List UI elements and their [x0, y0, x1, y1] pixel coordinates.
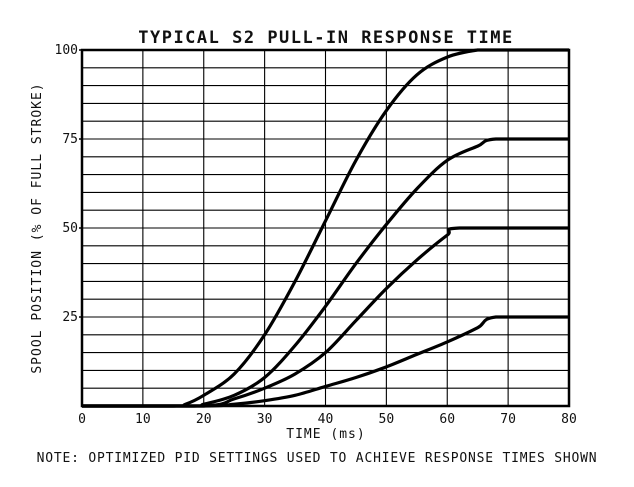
tick-label-layer: 0 10 20 30 40 50 60 70 80 25 50 75 100	[55, 43, 577, 427]
y-axis-label: SPOOL POSITION (% OF FULL STROKE)	[30, 82, 45, 373]
y-tick-label: 25	[62, 310, 78, 325]
response-curve-2	[82, 137, 569, 408]
x-tick-label: 40	[318, 412, 334, 427]
x-tick-label: 10	[135, 412, 151, 427]
y-tick-label: 75	[62, 132, 78, 147]
x-tick-label: 20	[196, 412, 212, 427]
x-tick-label: 80	[561, 412, 577, 427]
response-curve-3	[82, 226, 569, 408]
x-axis-label: TIME (ms)	[286, 427, 365, 442]
x-tick-label: 70	[500, 412, 516, 427]
x-tick-label: 50	[379, 412, 395, 427]
x-tick-label: 60	[439, 412, 455, 427]
chart-title: TYPICAL S2 PULL-IN RESPONSE TIME	[138, 28, 514, 48]
x-tick-label: 30	[257, 412, 273, 427]
x-tick-label: 0	[78, 412, 86, 427]
y-tick-label: 100	[55, 43, 78, 58]
footer-note: NOTE: OPTIMIZED PID SETTINGS USED TO ACH…	[37, 451, 598, 466]
y-tick-label: 50	[62, 221, 78, 236]
